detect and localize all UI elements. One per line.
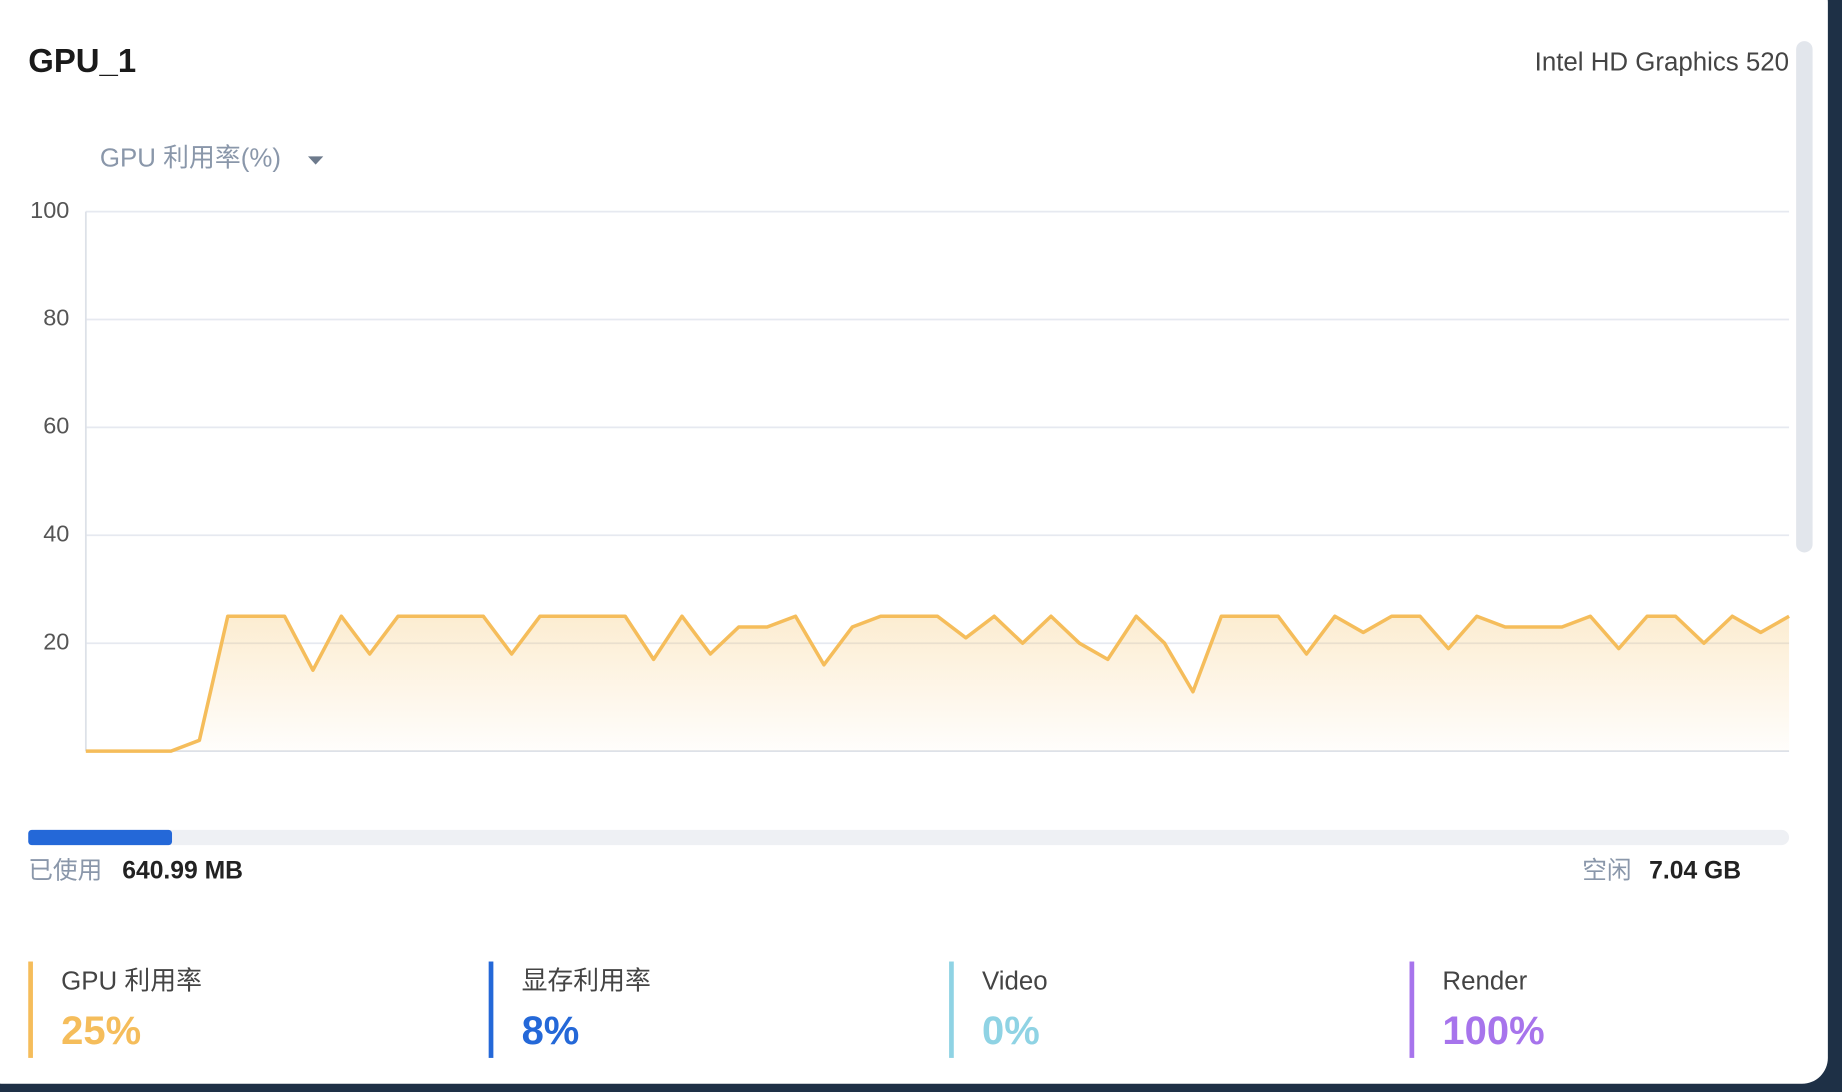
memory-used-fill bbox=[28, 829, 173, 846]
y-tick-label: 80 bbox=[43, 305, 69, 331]
stat-accent bbox=[28, 961, 33, 1058]
stat-accent bbox=[949, 961, 954, 1058]
y-tick-label: 20 bbox=[43, 628, 69, 654]
memory-bar: 已使用 640.99 MB 空闲 7.04 GB bbox=[28, 829, 1790, 885]
free-label: 空闲 bbox=[1582, 857, 1631, 885]
stat-value: 100% bbox=[1442, 1009, 1544, 1053]
gpu-model: Intel HD Graphics 520 bbox=[1535, 48, 1789, 76]
y-tick-label: 40 bbox=[43, 521, 69, 547]
used-label: 已使用 bbox=[28, 857, 102, 885]
memory-track bbox=[28, 829, 1790, 846]
stat-value: 0% bbox=[982, 1009, 1040, 1053]
utilization-line bbox=[85, 614, 1790, 753]
metric-dropdown[interactable]: GPU 利用率(%) bbox=[100, 144, 324, 173]
free-value: 7.04 GB bbox=[1649, 858, 1741, 885]
area-fill bbox=[85, 616, 1790, 752]
stat-label: GPU 利用率 bbox=[61, 967, 202, 996]
stat-label: 显存利用率 bbox=[522, 967, 651, 996]
stat-value: 25% bbox=[61, 1009, 141, 1053]
stat-label: Render bbox=[1442, 968, 1527, 996]
dropdown-label[interactable]: GPU 利用率(%) bbox=[100, 144, 281, 173]
stats: GPU 利用率 25% 显存利用率 8% Video 0% Render 100% bbox=[28, 961, 1545, 1058]
stat-accent bbox=[488, 961, 494, 1058]
stat-label: Video bbox=[982, 968, 1048, 996]
y-tick-label: 100 bbox=[30, 197, 69, 223]
used-value: 640.99 MB bbox=[122, 858, 243, 885]
stat-value: 8% bbox=[522, 1009, 580, 1053]
gpu-title: GPU_1 bbox=[28, 42, 136, 79]
dropdown-arrow[interactable] bbox=[307, 156, 324, 165]
y-tick-label: 60 bbox=[43, 413, 69, 439]
plot: 20 40 60 80 100 bbox=[30, 197, 1790, 753]
scrollbar[interactable] bbox=[1796, 41, 1813, 553]
stat-accent bbox=[1409, 961, 1415, 1058]
